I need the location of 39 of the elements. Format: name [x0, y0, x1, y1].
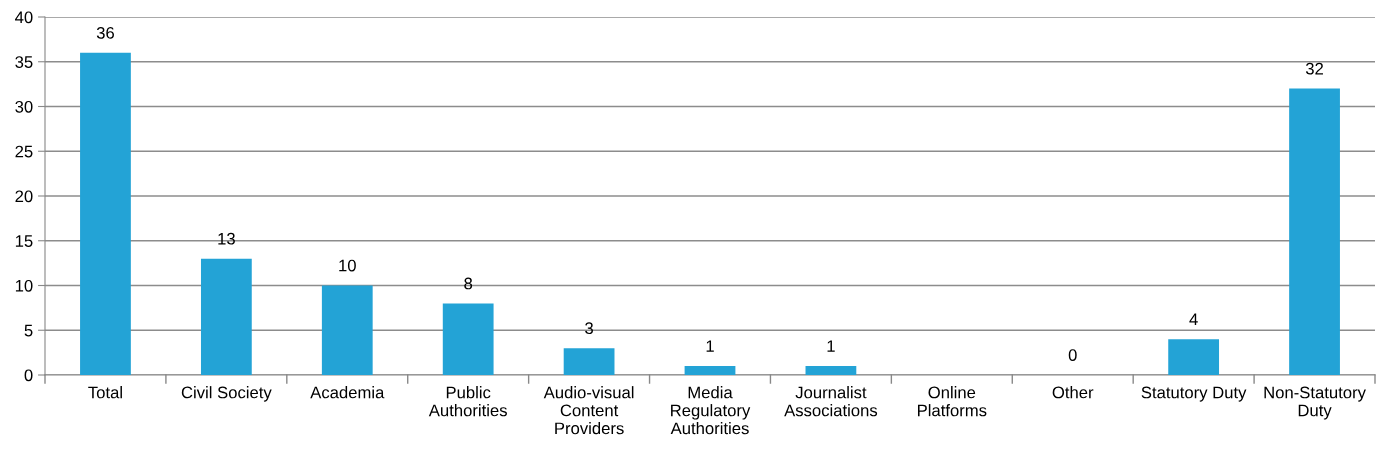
- data-label: 32: [1305, 62, 1323, 75]
- x-tick-label: Online Platforms: [917, 386, 987, 417]
- y-tick-label: 5: [24, 324, 33, 337]
- bar: [563, 348, 615, 375]
- y-tick-label: 30: [15, 100, 33, 113]
- bar: [321, 285, 373, 375]
- y-tick-label: 25: [15, 145, 33, 158]
- y-tick-label: 0: [24, 369, 33, 382]
- bar: [805, 366, 857, 375]
- x-tick-label: Media Regulatory Authorities: [670, 386, 751, 435]
- y-tick-label: 35: [15, 56, 33, 68]
- bar: [1168, 339, 1220, 375]
- bar: [200, 258, 252, 375]
- y-tick-label: 10: [15, 279, 33, 292]
- y-tick-label: 15: [15, 235, 33, 247]
- bar: [80, 52, 131, 375]
- x-tick-label: Total: [88, 386, 122, 399]
- bar: [684, 366, 736, 375]
- data-label: 4: [1189, 313, 1198, 325]
- data-label: 1: [827, 340, 835, 352]
- x-tick-label: Statutory Duty: [1141, 386, 1247, 402]
- x-tick-label: Academia: [310, 386, 385, 399]
- x-tick-label: Journalist Associations: [784, 386, 878, 417]
- y-tick-label: 40: [15, 11, 33, 24]
- x-tick-label: Audio-visual Content Providers: [543, 386, 634, 435]
- x-tick-label: Non-Statutory Duty: [1264, 386, 1366, 420]
- x-tick-label: Other: [1052, 386, 1094, 399]
- x-tick-label: Public Authorities: [428, 386, 507, 417]
- data-label: 8: [464, 277, 473, 290]
- data-label: 0: [1068, 349, 1077, 361]
- x-tick-label: Civil Society: [181, 386, 272, 402]
- data-label: 10: [339, 259, 356, 272]
- bar: [442, 303, 494, 375]
- y-tick-label: 20: [15, 190, 33, 203]
- data-label: 1: [706, 340, 714, 352]
- data-label: 13: [218, 232, 235, 245]
- data-label: 36: [96, 26, 114, 39]
- bar: [1289, 88, 1340, 375]
- data-label: 3: [585, 322, 593, 335]
